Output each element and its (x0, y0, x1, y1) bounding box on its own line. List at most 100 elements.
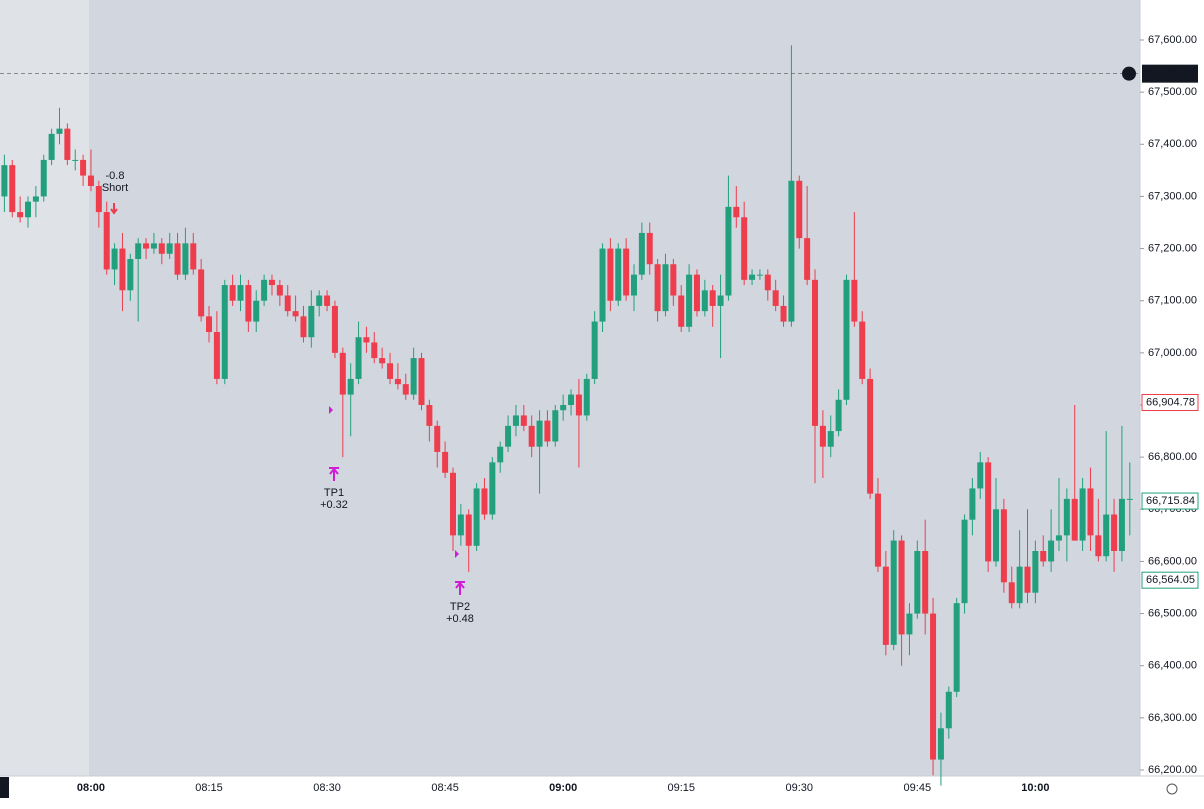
candle-body (1079, 488, 1086, 541)
candle-body (32, 196, 39, 202)
candle-body (127, 259, 134, 291)
price-tag-label: 66,715.84 (1146, 495, 1195, 507)
candle-body (512, 415, 519, 426)
candle-body (316, 295, 323, 306)
candle-body (119, 248, 126, 291)
candle-body (497, 446, 504, 463)
y-tick-label: 67,000.00 (1148, 347, 1197, 359)
candle-body (615, 248, 622, 301)
candle-body (40, 159, 47, 197)
candle-body (937, 728, 944, 760)
candle-body (662, 264, 669, 312)
candle-body (835, 399, 842, 432)
candle-body (709, 290, 716, 306)
y-tick-label: 67,600.00 (1148, 34, 1197, 46)
annotation: Short (102, 182, 128, 194)
price-tag-label: 66,904.78 (1146, 396, 1195, 408)
candle-body (796, 180, 803, 239)
candle-body (394, 378, 401, 385)
candle-body (1071, 498, 1078, 541)
candle-body (670, 264, 677, 296)
candle-body (253, 300, 260, 322)
candle-body (678, 295, 685, 327)
candle-body (245, 285, 252, 322)
candle-body (229, 285, 236, 301)
annotation: TP1 (324, 487, 344, 499)
annotation: TP2 (450, 601, 470, 613)
candle-body (756, 274, 763, 276)
x-tick-label: 09:45 (904, 782, 932, 794)
price-tag (1141, 492, 1199, 510)
candle-body (780, 305, 787, 322)
candle-body (182, 243, 189, 275)
candle-body (1118, 498, 1125, 551)
candle-body (583, 378, 590, 416)
x-tick-label: 08:30 (313, 782, 341, 794)
candle-body (434, 425, 441, 452)
settings-icon[interactable] (1166, 783, 1178, 795)
cursor-label: 2 (0, 782, 6, 794)
candle-body (961, 519, 968, 604)
candle-body (111, 248, 118, 270)
tp-marker (455, 550, 459, 558)
y-tick-label: 66,200.00 (1148, 764, 1197, 776)
candle-body (985, 462, 992, 562)
y-tick-label: 67,400.00 (1148, 138, 1197, 150)
price-tag-label: 67,535.45 (1147, 68, 1196, 80)
candle-body (764, 274, 771, 291)
candle-body (953, 603, 960, 692)
candle-body (930, 613, 937, 760)
candle-body (95, 186, 102, 213)
candle-body (874, 493, 881, 567)
candle-body (1040, 551, 1047, 562)
y-tick-label: 66,800.00 (1148, 451, 1197, 463)
candle-body (80, 159, 87, 176)
price-tag (1141, 394, 1199, 412)
candle-body (969, 488, 976, 520)
candle-body (143, 243, 150, 249)
candle-body (473, 488, 480, 546)
candle-body (552, 410, 559, 442)
candle-body (1126, 498, 1133, 500)
candle-body (1103, 514, 1110, 557)
candle-body (481, 488, 488, 515)
candle-body (804, 238, 811, 280)
candle-body (528, 425, 535, 447)
candle-body (1000, 509, 1007, 583)
candle-body (1095, 535, 1102, 557)
candle-body (859, 321, 866, 379)
annotation: +0.48 (446, 613, 474, 625)
candle-body (882, 566, 889, 645)
x-tick-label: 08:45 (431, 782, 459, 794)
time-axis (0, 776, 1140, 809)
candle-body (1024, 566, 1031, 593)
y-tick-label: 66,400.00 (1148, 660, 1197, 672)
price-tag-label: 66,564.05 (1146, 574, 1195, 586)
candle-body (25, 201, 32, 218)
tp-marker (329, 406, 333, 414)
candle-body (237, 285, 244, 301)
candle-body (371, 342, 378, 359)
candle-body (568, 394, 575, 405)
candle-body (686, 274, 693, 327)
candle-body (898, 540, 905, 635)
x-tick-label: 09:00 (549, 782, 577, 794)
session-shade (0, 0, 89, 776)
candle-body (221, 285, 228, 379)
annotation: -0.8 (106, 170, 125, 182)
candle-body (977, 462, 984, 489)
candle-body (64, 128, 71, 160)
tp-icon (329, 467, 339, 481)
candle-body (56, 128, 63, 134)
candle-body (599, 248, 606, 322)
y-tick-label: 67,500.00 (1148, 86, 1197, 98)
plot-bg (0, 0, 1140, 776)
candle-body (914, 551, 921, 614)
candle-body (520, 415, 527, 426)
candle-body (300, 316, 307, 338)
candle-body (9, 165, 16, 213)
candle-body (457, 514, 464, 536)
cursor-box (0, 777, 9, 798)
x-tick-label: 10:00 (1021, 782, 1049, 794)
candle-body (646, 232, 653, 265)
